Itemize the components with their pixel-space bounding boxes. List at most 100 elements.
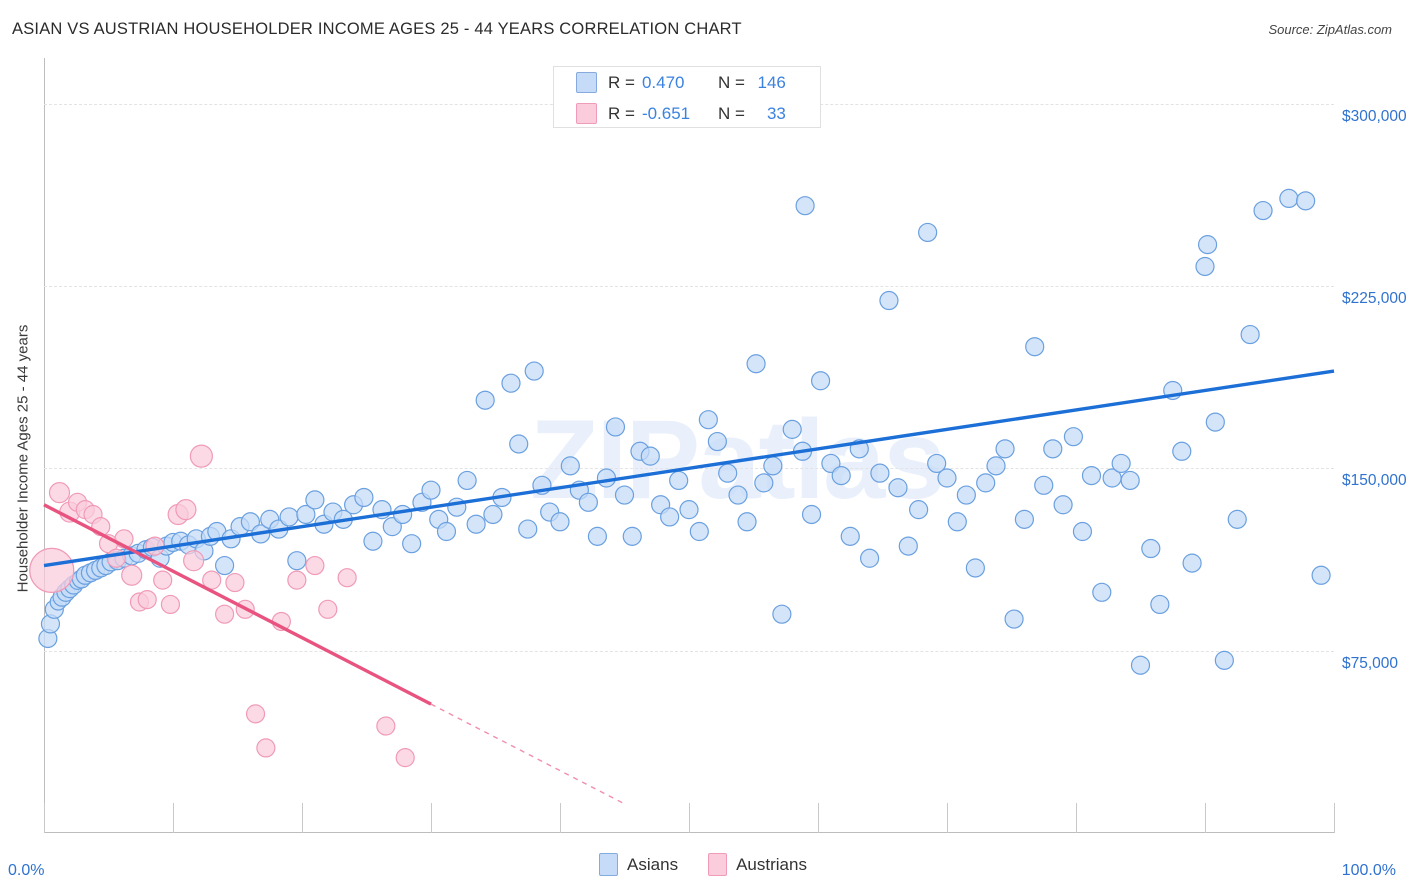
data-point	[1195, 256, 1215, 277]
data-point	[622, 526, 642, 546]
x-axis-tick	[818, 803, 819, 833]
data-point	[1214, 650, 1234, 670]
data-point	[376, 716, 396, 736]
data-point	[305, 490, 325, 510]
x-axis-min-label: 0.0%	[8, 862, 45, 879]
data-point	[879, 290, 899, 311]
data-point	[1205, 412, 1225, 432]
data-point	[1253, 200, 1273, 221]
legend-r-value-asians: 0.470	[641, 72, 685, 92]
data-point	[976, 473, 996, 493]
legend-n-value-asians: 146	[757, 72, 786, 92]
data-point	[1141, 538, 1161, 559]
data-point	[1172, 441, 1192, 461]
x-axis-tick	[302, 803, 303, 833]
page-title: ASIAN VS AUSTRIAN HOUSEHOLDER INCOME AGE…	[12, 20, 742, 38]
data-point	[475, 390, 495, 410]
data-point	[1150, 594, 1170, 615]
data-point	[728, 485, 748, 505]
data-point	[909, 500, 929, 520]
series-legend-item-austrians[interactable]: Austrians	[708, 853, 807, 876]
data-point	[145, 536, 165, 556]
data-point	[421, 480, 441, 500]
y-axis-tick-label: $150,000	[1342, 472, 1406, 490]
data-point	[106, 548, 126, 568]
data-point	[483, 504, 503, 525]
series-legend: Asians Austrians	[0, 853, 1406, 876]
data-point	[587, 526, 608, 546]
data-point	[763, 456, 783, 476]
data-point	[1296, 191, 1316, 211]
data-point	[501, 373, 521, 393]
legend-swatch-asians	[576, 72, 597, 93]
data-point	[1279, 188, 1299, 209]
data-point	[986, 456, 1006, 476]
data-point	[402, 534, 422, 554]
data-point	[698, 410, 718, 430]
data-point	[795, 196, 815, 216]
legend-r-label-austrians: R =	[608, 103, 635, 123]
y-axis-tick-label: $225,000	[1342, 289, 1406, 307]
data-point	[605, 417, 626, 437]
data-point	[1197, 235, 1218, 255]
data-point	[669, 470, 689, 491]
data-point	[927, 453, 947, 474]
data-point	[121, 564, 143, 586]
data-point	[256, 738, 276, 758]
data-point	[578, 492, 598, 512]
data-point	[947, 512, 967, 532]
data-point	[746, 354, 766, 374]
data-point	[1311, 565, 1331, 585]
data-point	[240, 512, 260, 532]
data-point	[363, 531, 383, 551]
data-point	[337, 568, 357, 588]
data-point	[1025, 337, 1045, 357]
data-point	[821, 453, 841, 474]
data-point	[918, 222, 938, 243]
legend-row-asians: R = 0.470 N = 146	[554, 67, 820, 98]
data-point	[1043, 439, 1063, 459]
series-swatch-austrians	[708, 853, 728, 876]
x-axis-tick	[689, 803, 690, 833]
data-point	[718, 463, 738, 483]
data-point	[1081, 465, 1102, 486]
data-point	[175, 499, 197, 521]
x-axis-tick	[1334, 803, 1335, 833]
data-point	[518, 519, 538, 539]
data-point	[287, 570, 307, 590]
x-axis-tick	[1205, 803, 1206, 833]
data-point	[1014, 509, 1035, 529]
series-swatch-asians	[599, 853, 619, 876]
data-point	[937, 468, 957, 488]
data-point	[1034, 475, 1054, 495]
data-point	[393, 504, 413, 525]
data-point	[560, 456, 580, 476]
legend-r-label-asians: R =	[608, 72, 635, 92]
data-point	[466, 514, 486, 534]
data-point	[215, 555, 235, 576]
trendline-extension-austrians	[430, 703, 625, 805]
data-point	[395, 748, 415, 768]
data-point	[153, 570, 173, 590]
data-point	[1227, 509, 1247, 529]
x-axis-tick	[947, 803, 948, 833]
data-point	[137, 589, 157, 610]
data-point	[296, 504, 316, 525]
data-point	[707, 431, 727, 452]
series-legend-item-asians[interactable]: Asians	[599, 853, 678, 876]
legend-swatch-austrians	[576, 103, 597, 124]
data-point	[870, 463, 890, 483]
data-point	[183, 550, 205, 572]
data-point	[840, 526, 860, 546]
data-point	[1092, 582, 1112, 602]
x-axis-tick	[44, 803, 45, 833]
series-label-austrians: Austrians	[736, 854, 807, 874]
data-point	[640, 446, 660, 466]
y-axis-tick-label: $300,000	[1342, 107, 1406, 125]
y-axis-title: Householder Income Ages 25 - 44 years	[14, 324, 32, 593]
data-point	[354, 487, 374, 508]
data-point	[1063, 427, 1084, 447]
legend-row-austrians: R = -0.651 N = 33	[554, 98, 820, 129]
data-point	[679, 500, 699, 520]
y-axis-line	[44, 58, 45, 833]
